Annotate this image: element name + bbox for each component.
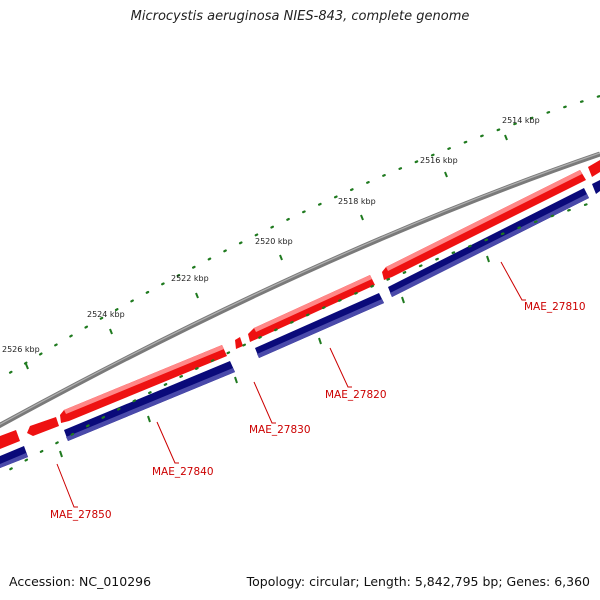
gene-bar-reverse-1-shade bbox=[390, 194, 589, 297]
outer-scale-labels: 2514 kbp 2516 kbp 2518 kbp 2520 kbp 2522… bbox=[2, 116, 540, 354]
gene-labels: MAE_27810 MAE_27820 MAE_27830 MAE_27840 … bbox=[50, 301, 586, 521]
gene-arrow-mae-27850[interactable] bbox=[27, 417, 59, 436]
genome-backbone bbox=[0, 151, 600, 429]
gene-label-mae-27810[interactable]: MAE_27810 bbox=[524, 301, 586, 313]
inner-scale-major-ticks bbox=[59, 255, 490, 458]
gene-arrow-mae-27830[interactable] bbox=[235, 337, 243, 349]
gene-bar-reverse-partial-left-shade bbox=[0, 453, 28, 468]
scale-label-2514: 2514 kbp bbox=[502, 116, 540, 125]
gene-arrow-mae-27820-highlight bbox=[254, 275, 372, 332]
gene-arrow-partial-left[interactable] bbox=[0, 430, 20, 449]
gene-label-mae-27840[interactable]: MAE_27840 bbox=[152, 466, 214, 478]
outer-scale-major-ticks bbox=[25, 134, 508, 370]
scale-label-2516: 2516 kbp bbox=[420, 156, 458, 165]
gene-label-mae-27820[interactable]: MAE_27820 bbox=[325, 389, 387, 401]
scale-label-2520: 2520 kbp bbox=[255, 237, 293, 246]
scale-label-2524: 2524 kbp bbox=[87, 310, 125, 319]
gene-arrow-mae-27810-highlight bbox=[386, 170, 582, 271]
gene-label-mae-27850[interactable]: MAE_27850 bbox=[50, 509, 112, 521]
inner-scale bbox=[0, 198, 600, 477]
reverse-strand bbox=[0, 180, 600, 468]
gene-arrow-mae-27840-highlight bbox=[64, 345, 224, 414]
gene-arrow-partial-right[interactable] bbox=[588, 160, 600, 177]
gene-label-mae-27830[interactable]: MAE_27830 bbox=[249, 424, 311, 436]
scale-label-2526: 2526 kbp bbox=[2, 345, 40, 354]
scale-label-2518: 2518 kbp bbox=[338, 197, 376, 206]
gene-bar-reverse-3-shade bbox=[66, 368, 235, 441]
forward-strand bbox=[0, 160, 600, 449]
map-title: Microcystis aeruginosa NIES-843, complet… bbox=[130, 9, 470, 24]
gene-label-leaders bbox=[56, 261, 526, 508]
gene-bar-reverse-partial-right[interactable] bbox=[592, 180, 600, 194]
outer-scale bbox=[0, 94, 600, 381]
genome-summary-text: Topology: circular; Length: 5,842,795 bp… bbox=[246, 574, 590, 589]
gene-bar-reverse-2-shade bbox=[257, 299, 384, 358]
scale-label-2522: 2522 kbp bbox=[171, 274, 209, 283]
accession-text: Accession: NC_010296 bbox=[9, 574, 152, 589]
